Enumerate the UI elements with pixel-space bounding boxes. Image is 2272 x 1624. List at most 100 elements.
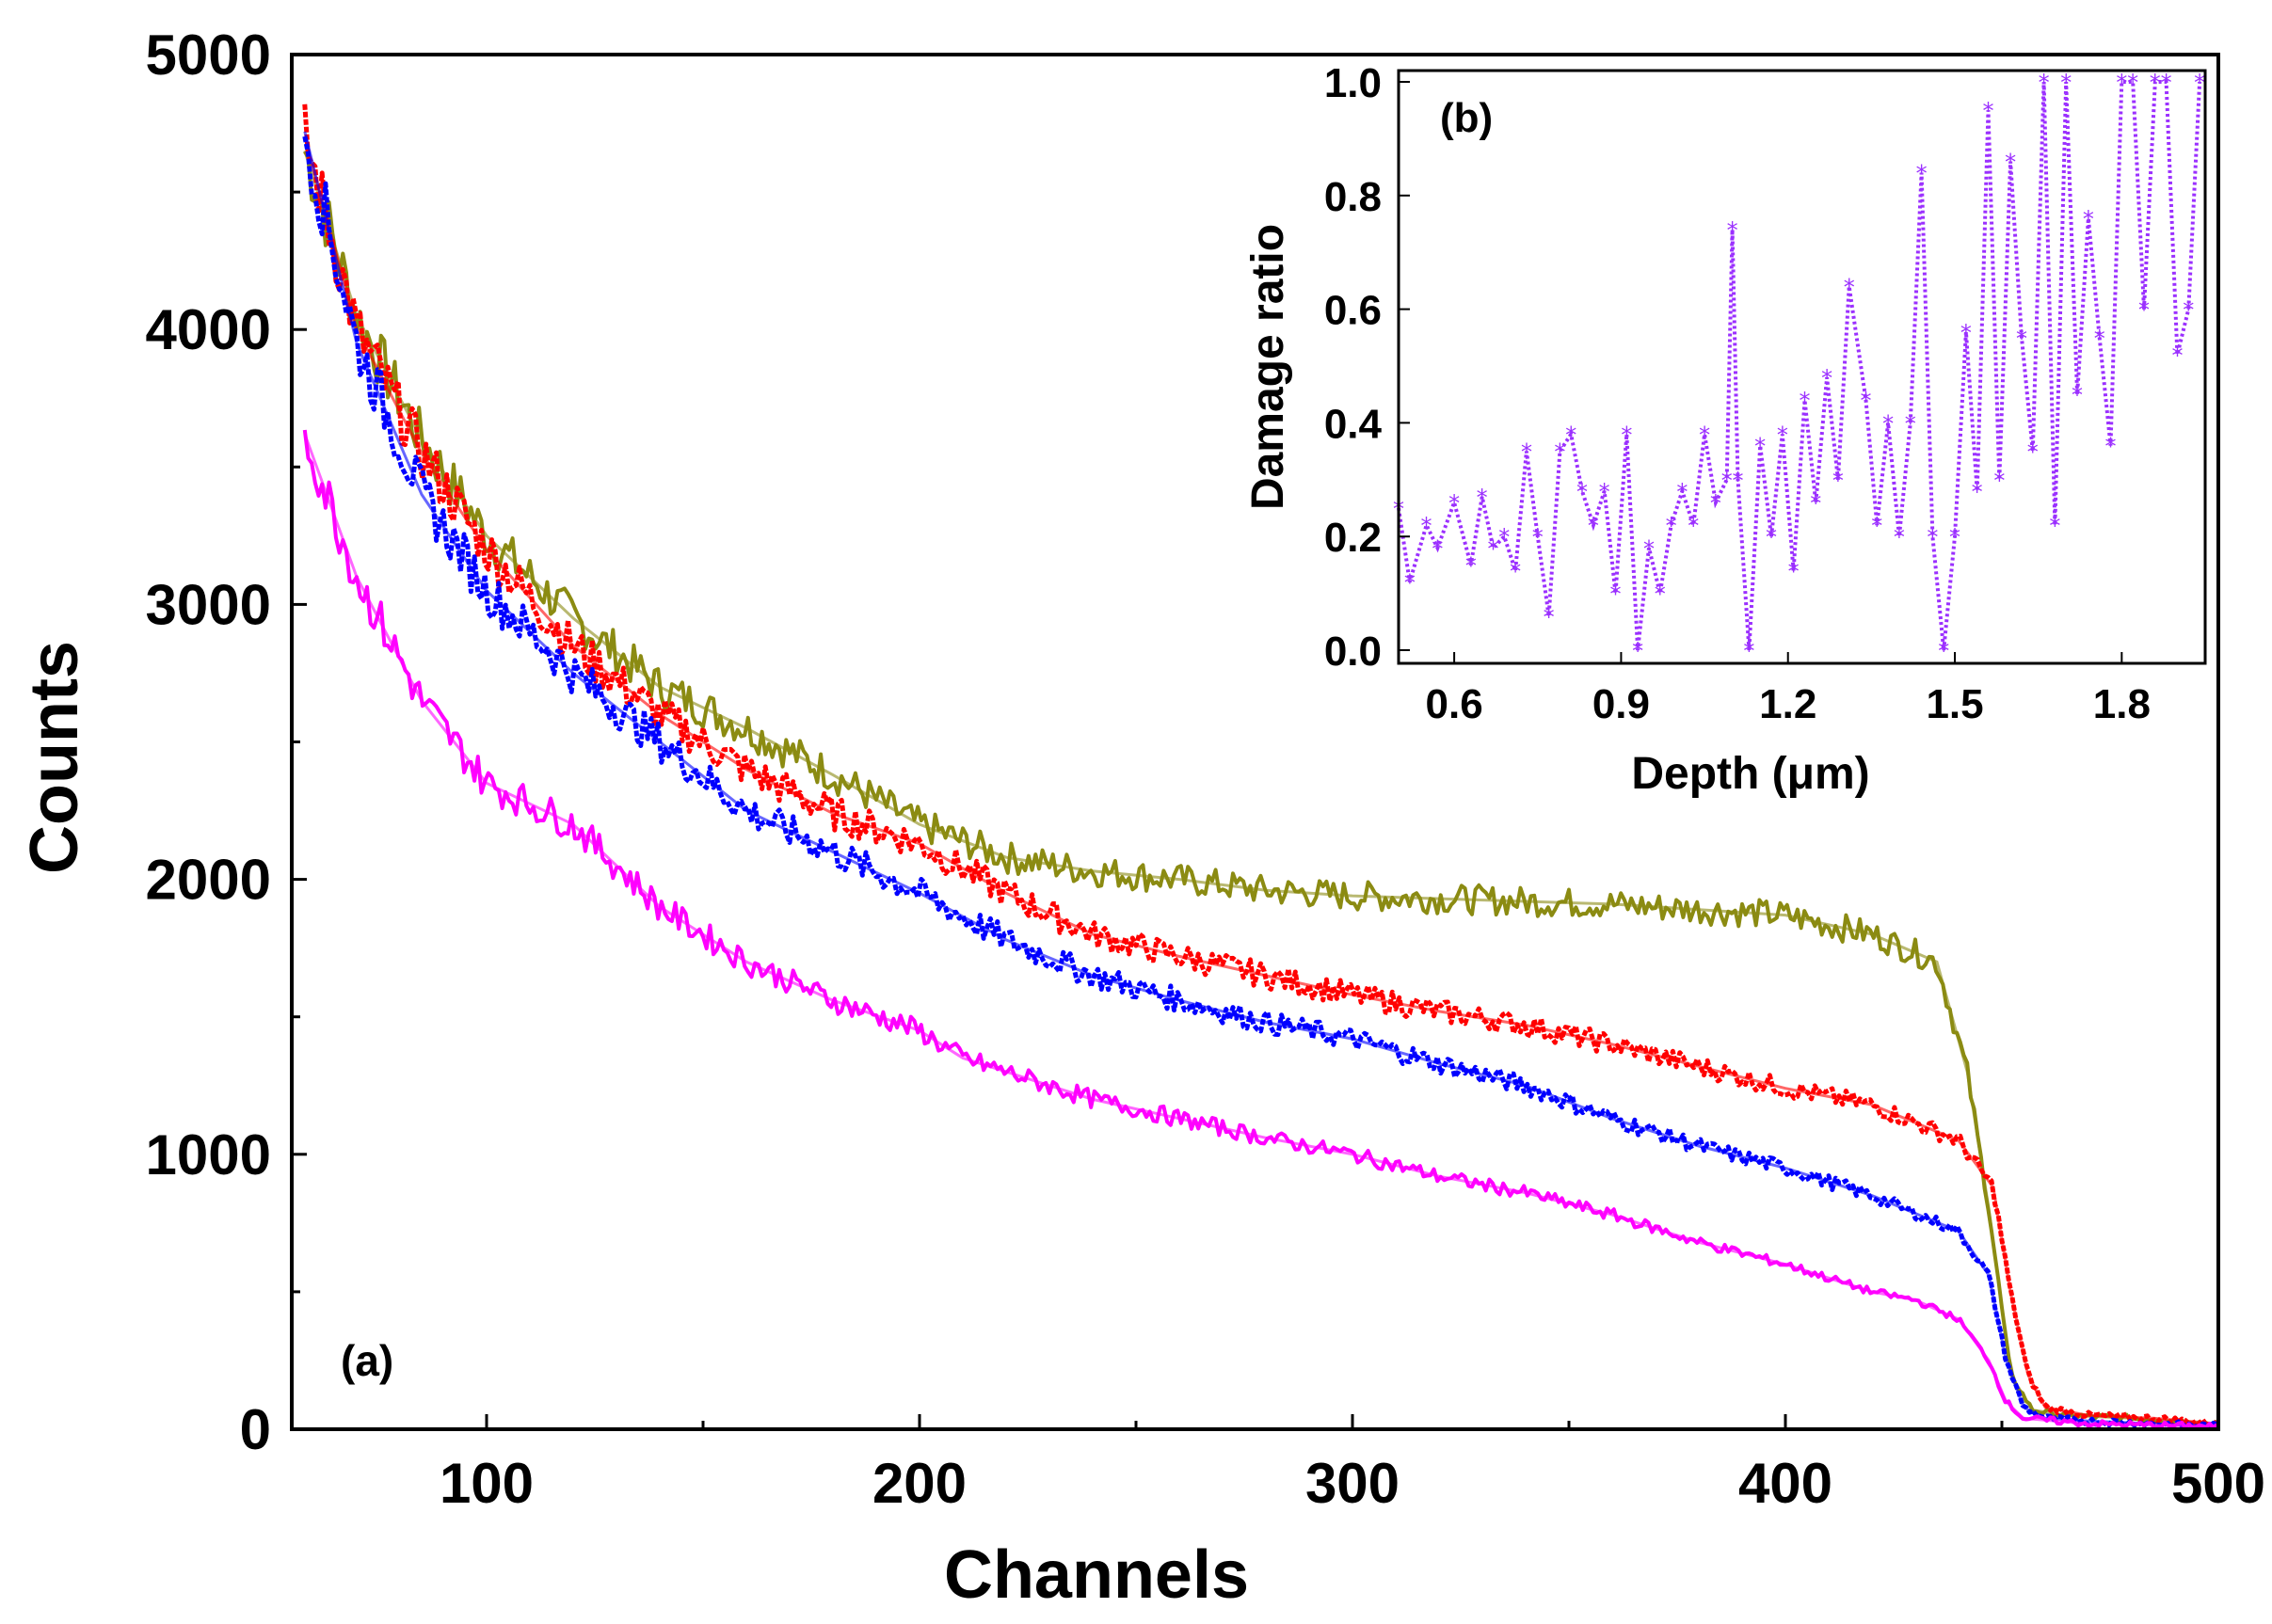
inset-data-point: * <box>1721 468 1733 494</box>
series-red-line <box>302 103 2219 1428</box>
main-x-tick-label: 100 <box>440 1452 534 1515</box>
series-blue-line <box>302 135 2217 1431</box>
inset-data-point: * <box>1532 524 1544 550</box>
series-magenta-line <box>302 429 2218 1430</box>
inset-data-point: * <box>1821 365 1832 391</box>
inset-data-point: * <box>1993 468 2005 494</box>
inset-data-point: * <box>1432 535 1443 562</box>
inset-data-point: * <box>2183 297 2194 324</box>
inset-data-point: * <box>1905 410 1916 437</box>
main-x-tick-label: 500 <box>2171 1452 2265 1515</box>
inset-data-point: * <box>1498 524 1510 550</box>
main-y-tick-label: 4000 <box>146 298 271 361</box>
inset-y-tick-label: 0.0 <box>1324 629 1382 675</box>
inset-x-tick-label: 1.5 <box>1926 681 1983 727</box>
inset-data-point: * <box>1565 422 1576 448</box>
main-panel-label: (a) <box>341 1336 393 1385</box>
inset-data-point: * <box>1982 98 1993 124</box>
main-y-tick-label: 3000 <box>146 573 271 636</box>
inset-data-point: * <box>1465 552 1477 579</box>
inset-y-tick-label: 1.0 <box>1324 60 1382 106</box>
inset-data-point: * <box>2127 70 2138 96</box>
inset-data-point: * <box>1699 422 1710 448</box>
inset-data-point: * <box>2161 70 2172 96</box>
inset-data-point: * <box>1554 439 1565 466</box>
inset-data-point: * <box>1710 490 1721 517</box>
inset-data-point: * <box>2116 70 2127 96</box>
inset-data-point: * <box>1632 638 1643 664</box>
inset-series-line <box>1397 80 2202 651</box>
main-y-axis-label: Counts <box>17 641 92 874</box>
inset-data-point: * <box>1766 524 1777 550</box>
inset-data-point: * <box>1810 490 1821 517</box>
inset-data-point: * <box>1754 434 1766 460</box>
inset-data-point: * <box>2039 70 2050 96</box>
main-x-tick-label: 200 <box>872 1452 967 1515</box>
inset-series-group: * * * * * * * * * * * * * * * * * * * * * * * * * * * * * * * * * * * * * * * *… <box>1393 70 2205 664</box>
inset-data-point: * <box>1544 604 1555 630</box>
inset-data-point: * <box>1972 479 1983 505</box>
inset-y-tick-label: 0.8 <box>1324 174 1382 220</box>
inset-data-point: * <box>1949 524 1960 550</box>
inset-x-tick-label: 0.9 <box>1592 681 1650 727</box>
inset-data-point: * <box>1894 524 1905 550</box>
inset-data-point: * <box>1599 479 1610 505</box>
inset-data-point: * <box>2094 326 2105 352</box>
inset-data-point: * <box>1927 524 1938 550</box>
inset-y-tick-label: 0.2 <box>1324 515 1382 561</box>
inset-background <box>1399 71 2205 663</box>
inset-ticks-group: 0.6 0.9 1.2 1.5 1.8 0.0 0.2 0.4 0.6 0.8 1.0 <box>1324 60 2151 727</box>
inset-data-point: * <box>1688 513 1699 539</box>
inset-data-point: * <box>2027 439 2039 466</box>
inset-plot-frame <box>1397 69 2207 665</box>
main-x-axis-label: Channels <box>944 1537 1249 1613</box>
inset-data-point: * <box>1733 468 1744 494</box>
main-x-tick-label: 300 <box>1305 1452 1400 1515</box>
inset-data-point: * <box>1916 161 1928 187</box>
inset-x-tick-label: 0.6 <box>1426 681 1483 727</box>
main-x-tick-label: 400 <box>1738 1452 1832 1515</box>
inset-data-point: * <box>1844 274 1855 300</box>
inset-data-point: * <box>1643 535 1655 562</box>
inset-data-point: * <box>2016 326 2027 352</box>
inset-data-point: * <box>1788 558 1800 584</box>
main-y-tick-label: 2000 <box>146 849 271 912</box>
inset-data-point: * <box>1448 490 1460 517</box>
main-y-tick-label: 5000 <box>146 24 271 87</box>
inset-plot: * * * * * * * * * * * * * * * * * * * * * * * * * * * * * * * * * * * * * * * *… <box>1243 60 2207 799</box>
inset-data-point: * <box>1610 581 1622 608</box>
series-blue-trend <box>303 131 2219 1428</box>
inset-data-point: * <box>1799 388 1810 414</box>
inset-panel-label: (b) <box>1440 95 1493 141</box>
inset-data-point: * <box>2083 206 2094 232</box>
inset-data-point: * <box>2005 150 2016 176</box>
main-y-tick-label: 1000 <box>146 1123 271 1186</box>
inset-data-point: * <box>1743 638 1754 664</box>
inset-data-point: * <box>1832 468 1844 494</box>
inset-data-point: * <box>1621 422 1632 448</box>
inset-data-point: * <box>1860 388 1871 414</box>
inset-data-point: * <box>2171 342 2183 369</box>
inset-data-point: * <box>2138 297 2150 324</box>
inset-data-point: * <box>1777 422 1788 448</box>
inset-x-tick-label: 1.2 <box>1759 681 1816 727</box>
main-series-group <box>302 103 2219 1431</box>
inset-data-point: * <box>1477 485 1488 511</box>
inset-data-point: * <box>2060 70 2072 96</box>
inset-y-axis-label: Damage ratio <box>1243 224 1293 510</box>
inset-data-point: * <box>2150 70 2161 96</box>
inset-data-point: * <box>1676 479 1688 505</box>
inset-data-point: * <box>2072 382 2083 408</box>
inset-data-point: * <box>2194 70 2205 96</box>
inset-data-point: * <box>2049 513 2060 539</box>
inset-data-point: * <box>1882 410 1894 437</box>
main-y-tick-label: 0 <box>240 1398 271 1461</box>
inset-data-point: * <box>1510 558 1521 584</box>
inset-data-point: * <box>2105 434 2117 460</box>
inset-data-point: * <box>1521 439 1532 466</box>
inset-x-tick-label: 1.8 <box>2093 681 2151 727</box>
inset-data-point: * <box>1666 513 1677 539</box>
inset-data-point: * <box>1960 320 1972 346</box>
inset-data-point: * <box>1588 513 1599 539</box>
